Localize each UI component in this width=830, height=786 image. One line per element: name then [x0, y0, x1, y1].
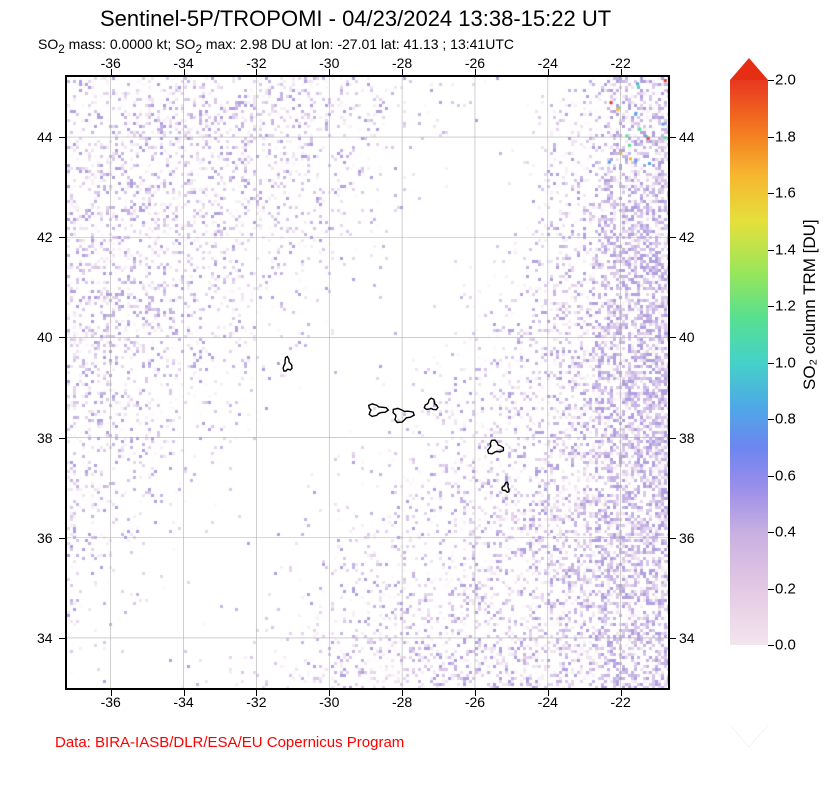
colorbar-tick-label: 0.4: [775, 524, 796, 541]
xtick-label: -22: [611, 694, 631, 710]
ytick-label: 36: [37, 530, 53, 546]
ytick-label: 36: [679, 530, 695, 546]
ytick-label: 40: [679, 329, 695, 345]
colorbar-tickmark: [768, 419, 774, 420]
sub-max: max: 2.98 DU at lon: -27.01 lat: 41.13 ;…: [202, 36, 514, 52]
tickmark: [668, 137, 676, 138]
colorbar-tickmark: [768, 476, 774, 477]
xtick-label: -22: [611, 55, 631, 71]
colorbar-tick-label: 0.2: [775, 580, 796, 597]
ytick-label: 38: [679, 430, 695, 446]
tickmark: [59, 538, 67, 539]
colorbar-tick-label: 0.0: [775, 637, 796, 654]
colorbar-tickmark: [768, 306, 774, 307]
ytick-label: 42: [37, 229, 53, 245]
chart-subtitle: SO2 mass: 0.0000 kt; SO2 max: 2.98 DU at…: [38, 36, 514, 56]
colorbar-tickmark: [768, 193, 774, 194]
xtick-label: -36: [101, 694, 121, 710]
colorbar-tick-label: 0.8: [775, 411, 796, 428]
colorbar-tick-label: 1.8: [775, 128, 796, 145]
xtick-label: -30: [319, 55, 339, 71]
tickmark: [668, 538, 676, 539]
xtick-label: -32: [246, 694, 266, 710]
tickmark: [668, 237, 676, 238]
tickmark: [59, 438, 67, 439]
colorbar-tick-label: 1.0: [775, 354, 796, 371]
colorbar: 0.00.20.40.60.81.01.21.41.61.82.0: [730, 80, 768, 685]
colorbar-arrow-up-icon: [730, 58, 768, 80]
tickmark: [668, 438, 676, 439]
ytick-label: 42: [679, 229, 695, 245]
xtick-label: -28: [392, 55, 412, 71]
tickmark: [668, 638, 676, 639]
xtick-label: -28: [392, 694, 412, 710]
xtick-label: -36: [101, 55, 121, 71]
xtick-label: -24: [538, 55, 558, 71]
heatmap-plot: -36-36-34-34-32-32-30-30-28-28-26-26-24-…: [65, 75, 670, 690]
colorbar-tick-label: 1.2: [775, 298, 796, 315]
colorbar-body: 0.00.20.40.60.81.01.21.41.61.82.0: [730, 80, 768, 645]
colorbar-tickmark: [768, 645, 774, 646]
tickmark: [59, 638, 67, 639]
tickmark: [668, 337, 676, 338]
data-credit: Data: BIRA-IASB/DLR/ESA/EU Copernicus Pr…: [55, 734, 404, 751]
xtick-label: -32: [246, 55, 266, 71]
ytick-label: 34: [37, 630, 53, 646]
ytick-label: 44: [679, 129, 695, 145]
colorbar-tickmark: [768, 589, 774, 590]
colorbar-tick-label: 2.0: [775, 72, 796, 89]
xtick-label: -26: [465, 694, 485, 710]
ytick-label: 34: [679, 630, 695, 646]
colorbar-arrow-down-icon: [730, 725, 768, 747]
xtick-label: -26: [465, 55, 485, 71]
colorbar-tickmark: [768, 363, 774, 364]
xtick-label: -34: [173, 694, 193, 710]
tickmark: [59, 337, 67, 338]
tickmark: [59, 137, 67, 138]
colorbar-tickmark: [768, 137, 774, 138]
colorbar-tick-label: 0.6: [775, 467, 796, 484]
colorbar-tickmark: [768, 532, 774, 533]
colorbar-gradient: [730, 80, 768, 645]
ytick-label: 44: [37, 129, 53, 145]
sub-mass: mass: 0.0000 kt; SO: [65, 36, 196, 52]
xtick-label: -34: [173, 55, 193, 71]
xtick-label: -30: [319, 694, 339, 710]
chart-title: Sentinel-5P/TROPOMI - 04/23/2024 13:38-1…: [100, 6, 611, 32]
sub-so2: SO: [38, 36, 58, 52]
xtick-label: -24: [538, 694, 558, 710]
colorbar-tick-label: 1.4: [775, 241, 796, 258]
heatmap-canvas: [67, 77, 668, 688]
colorbar-tick-label: 1.6: [775, 185, 796, 202]
colorbar-label: SO₂ column TRM [DU]: [800, 219, 820, 390]
ytick-label: 40: [37, 329, 53, 345]
tickmark: [59, 237, 67, 238]
colorbar-tickmark: [768, 80, 774, 81]
colorbar-tickmark: [768, 250, 774, 251]
ytick-label: 38: [37, 430, 53, 446]
